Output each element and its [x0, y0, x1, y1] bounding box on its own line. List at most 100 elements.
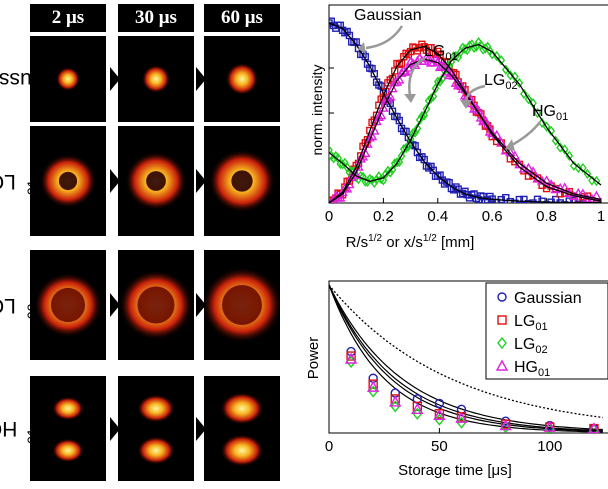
intensity-point	[501, 64, 510, 75]
intensity-point	[449, 69, 458, 77]
mode-image-lg02-0	[30, 250, 106, 360]
intensity-point	[420, 110, 429, 121]
mode-image-lg02-2	[204, 250, 280, 360]
mode-image-gaussian-2	[204, 36, 280, 122]
transition-arrow	[196, 416, 206, 441]
power-point	[543, 420, 556, 432]
power-y-axis-label: Power	[305, 337, 322, 380]
power-x-axis-label: Storage time [μs]	[398, 462, 512, 479]
intensity-point	[538, 117, 546, 129]
intensity-point	[403, 62, 414, 72]
column-header-2us: 2 μs	[30, 4, 106, 32]
intensity-fit-line	[329, 43, 602, 186]
mode-image-gaussian-0	[30, 36, 106, 122]
intensity-point	[577, 188, 589, 198]
intensity-point	[533, 107, 542, 119]
intensity-point	[524, 94, 533, 105]
legend-marker	[497, 292, 507, 302]
annotation-hg01: HG01	[532, 103, 568, 123]
intensity-point	[438, 73, 447, 84]
intensity-point	[520, 195, 528, 203]
intensity-fit-line	[329, 22, 602, 203]
annotation-arrowhead-gaussian	[358, 42, 366, 54]
intensity-point	[360, 147, 371, 158]
intensity-point	[363, 60, 372, 68]
transition-arrow	[196, 67, 206, 91]
power-series-3	[344, 352, 601, 433]
intensity-point	[449, 50, 458, 62]
power-point	[499, 419, 512, 431]
power-point	[344, 352, 358, 364]
intensity-point	[486, 128, 498, 138]
intensity-point	[574, 200, 583, 203]
power-point	[412, 407, 423, 420]
intensity-point	[384, 91, 396, 101]
intensity-point	[413, 123, 422, 134]
intensity-point	[506, 197, 515, 203]
annotation-arrowhead-hg01	[505, 139, 515, 151]
intensity-point	[436, 76, 444, 87]
intensity-point	[391, 67, 399, 75]
annotation-arrow-hg01	[511, 121, 541, 147]
intensity-point	[529, 199, 537, 203]
intensity-point	[413, 148, 422, 157]
intensity-point	[395, 60, 403, 68]
intensity-fit-line	[329, 58, 602, 203]
mode-image-lg01-2	[204, 126, 280, 236]
reference-decay-line	[329, 284, 603, 419]
power-point	[455, 411, 468, 423]
power-point	[366, 380, 380, 392]
intensity-point	[570, 196, 578, 203]
intensity-point	[497, 55, 506, 66]
intensity-x-tick-label: 0.8	[536, 208, 557, 225]
annotation-lg01: LG01	[424, 43, 458, 63]
mode-image-grid: 2 μs 30 μs 60 μs Gaussian LG01 LG02 HG01	[0, 0, 290, 489]
intensity-point	[336, 21, 345, 30]
power-point	[411, 402, 424, 415]
power-legend: Gaussian LG01 LG02 HG01	[485, 282, 608, 380]
annotation-arrow-lg01	[408, 56, 426, 97]
legend-label: LG02	[514, 336, 548, 356]
intensity-x-tick-label: 1	[597, 208, 605, 225]
column-header-60us: 60 μs	[204, 4, 280, 32]
intensity-point	[510, 71, 519, 82]
intensity-point	[375, 110, 387, 120]
intensity-x-tick-label: 0.2	[373, 208, 394, 225]
intensity-point	[388, 107, 397, 115]
transition-arrow	[110, 67, 120, 91]
intensity-point	[551, 135, 560, 146]
intensity-point	[556, 142, 565, 153]
intensity-point	[370, 70, 379, 78]
power-point	[389, 395, 402, 407]
intensity-profile-chart: 0 0.2 0.4 0.6 0.8 1 norm. intensity R/s1/2 or…	[309, 4, 608, 251]
power-point	[587, 422, 601, 433]
intensity-point	[422, 103, 431, 115]
intensity-point	[387, 83, 398, 93]
intensity-point	[579, 200, 587, 203]
intensity-point	[511, 199, 519, 203]
legend-marker	[497, 336, 507, 350]
transition-arrow	[110, 416, 120, 441]
power-point	[390, 400, 401, 413]
power-chart-frame	[328, 280, 608, 434]
intensity-point	[338, 159, 347, 170]
power-x-tick-label: 50	[431, 438, 448, 455]
intensity-point	[523, 162, 534, 172]
intensity-point	[402, 142, 410, 154]
intensity-x-tick-label: 0.4	[427, 208, 448, 225]
intensity-point	[370, 177, 379, 189]
intensity-point	[565, 197, 573, 203]
annotation-arrowhead-lg01	[404, 94, 416, 103]
annotation-lg02: LG02	[484, 72, 518, 92]
power-point	[390, 394, 400, 404]
intensity-y-axis-label: norm. intensity	[309, 64, 325, 155]
intensity-chart-frame	[328, 4, 608, 204]
intensity-point	[547, 125, 556, 137]
intensity-point	[452, 80, 464, 90]
legend-marker	[495, 359, 509, 371]
mode-image-hg01-1	[118, 376, 194, 481]
legend-label: HG01	[514, 359, 550, 379]
intensity-point	[506, 70, 515, 81]
power-point	[456, 416, 467, 429]
